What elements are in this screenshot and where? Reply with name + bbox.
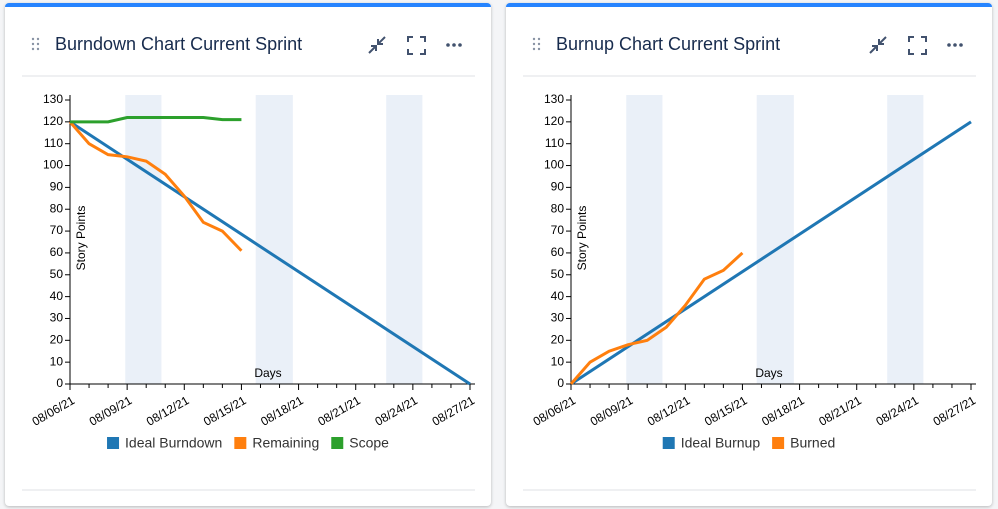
- more-icon[interactable]: [458, 43, 462, 47]
- drag-handle[interactable]: [532, 37, 541, 51]
- x-tick-label: 08/09/21: [87, 393, 135, 429]
- y-tick-label: 0: [56, 376, 63, 390]
- legend-swatch: [234, 437, 247, 449]
- x-tick-label: 08/24/21: [873, 393, 921, 429]
- fullscreen-icon[interactable]: [407, 36, 426, 55]
- legend-swatch: [662, 437, 675, 449]
- y-tick-label: 60: [551, 245, 565, 259]
- y-tick-label: 50: [551, 267, 565, 281]
- x-tick-label: 08/27/21: [430, 393, 478, 429]
- y-tick-label: 130: [43, 92, 63, 106]
- y-tick-label: 80: [551, 201, 565, 215]
- legend-label: Ideal Burnup: [681, 435, 761, 451]
- drag-handle[interactable]: [31, 37, 40, 51]
- fullscreen-icon[interactable]: [908, 36, 927, 55]
- weekend-band: [386, 95, 423, 384]
- x-tick-label: 08/18/21: [258, 393, 306, 429]
- y-tick-label: 110: [44, 136, 63, 150]
- x-tick-label: 08/24/21: [372, 393, 420, 429]
- x-tick-label: 08/18/21: [759, 393, 807, 429]
- legend-label: Burned: [790, 435, 835, 451]
- legend-swatch: [331, 437, 344, 449]
- more-icon[interactable]: [947, 43, 951, 47]
- legend-label: Remaining: [252, 435, 319, 451]
- y-axis-label: Story Points: [575, 206, 589, 271]
- legend-label: Scope: [349, 435, 389, 451]
- y-tick-label: 30: [551, 311, 565, 325]
- gadget-title: Burndown Chart Current Sprint: [55, 34, 302, 54]
- y-axis-label: Story Points: [74, 206, 88, 271]
- more-icon[interactable]: [452, 43, 456, 47]
- gadget-panel: Burndown Chart Current Sprint 0 10 20 30 40 50…: [5, 3, 491, 506]
- chart: Burndown Chart Current Sprint 0 10 20 30 40 50…: [22, 34, 478, 491]
- y-tick-label: 90: [551, 180, 565, 194]
- more-icon[interactable]: [446, 43, 450, 47]
- y-tick-label: 20: [551, 332, 565, 346]
- series-line: [570, 120, 972, 386]
- minimize-icon[interactable]: [869, 36, 887, 54]
- y-tick-label: 70: [50, 223, 64, 237]
- series-line: [569, 251, 744, 385]
- weekend-band: [125, 95, 162, 384]
- x-tick-label: 08/15/21: [702, 393, 750, 429]
- minimize-icon[interactable]: [368, 36, 386, 54]
- x-tick-label: 08/06/21: [30, 393, 78, 429]
- x-tick-label: 08/21/21: [816, 393, 864, 429]
- y-tick-label: 30: [50, 311, 64, 325]
- weekend-band: [887, 95, 924, 384]
- x-tick-label: 08/21/21: [315, 393, 363, 429]
- y-tick-label: 90: [50, 180, 64, 194]
- y-tick-label: 40: [551, 289, 565, 303]
- legend-swatch: [107, 437, 120, 449]
- y-tick-label: 40: [50, 289, 64, 303]
- series-line: [69, 120, 471, 386]
- x-axis-label: Days: [254, 366, 281, 380]
- y-tick-label: 110: [545, 136, 564, 150]
- x-tick-label: 08/27/21: [931, 393, 979, 429]
- gadget-title: Burnup Chart Current Sprint: [556, 34, 780, 54]
- legend-swatch: [772, 437, 785, 449]
- y-tick-label: 80: [50, 201, 64, 215]
- y-tick-label: 0: [557, 376, 564, 390]
- y-tick-label: 10: [551, 354, 565, 368]
- chart: Burnup Chart Current Sprint 0 10 20 30 40 50 60…: [523, 34, 979, 491]
- y-tick-label: 100: [544, 158, 564, 172]
- x-tick-label: 08/15/21: [201, 393, 249, 429]
- x-tick-label: 08/09/21: [588, 393, 636, 429]
- y-tick-label: 50: [50, 267, 64, 281]
- y-tick-label: 120: [43, 114, 63, 128]
- y-tick-label: 70: [551, 223, 565, 237]
- y-tick-label: 120: [544, 114, 564, 128]
- y-tick-label: 60: [50, 245, 64, 259]
- series-line: [68, 120, 243, 252]
- x-axis-label: Days: [755, 366, 782, 380]
- weekend-band: [756, 95, 794, 384]
- y-tick-label: 20: [50, 332, 64, 346]
- y-tick-label: 100: [43, 158, 63, 172]
- y-tick-label: 130: [544, 92, 564, 106]
- x-tick-label: 08/12/21: [645, 393, 693, 429]
- legend-label: Ideal Burndown: [125, 435, 222, 451]
- x-tick-label: 08/06/21: [531, 393, 579, 429]
- series-line: [70, 115, 242, 124]
- more-icon[interactable]: [959, 43, 963, 47]
- more-icon[interactable]: [953, 43, 957, 47]
- y-tick-label: 10: [50, 354, 64, 368]
- x-tick-label: 08/12/21: [144, 393, 192, 429]
- weekend-band: [255, 95, 293, 384]
- gadget-panel: Burnup Chart Current Sprint 0 10 20 30 40 50 60…: [506, 3, 992, 506]
